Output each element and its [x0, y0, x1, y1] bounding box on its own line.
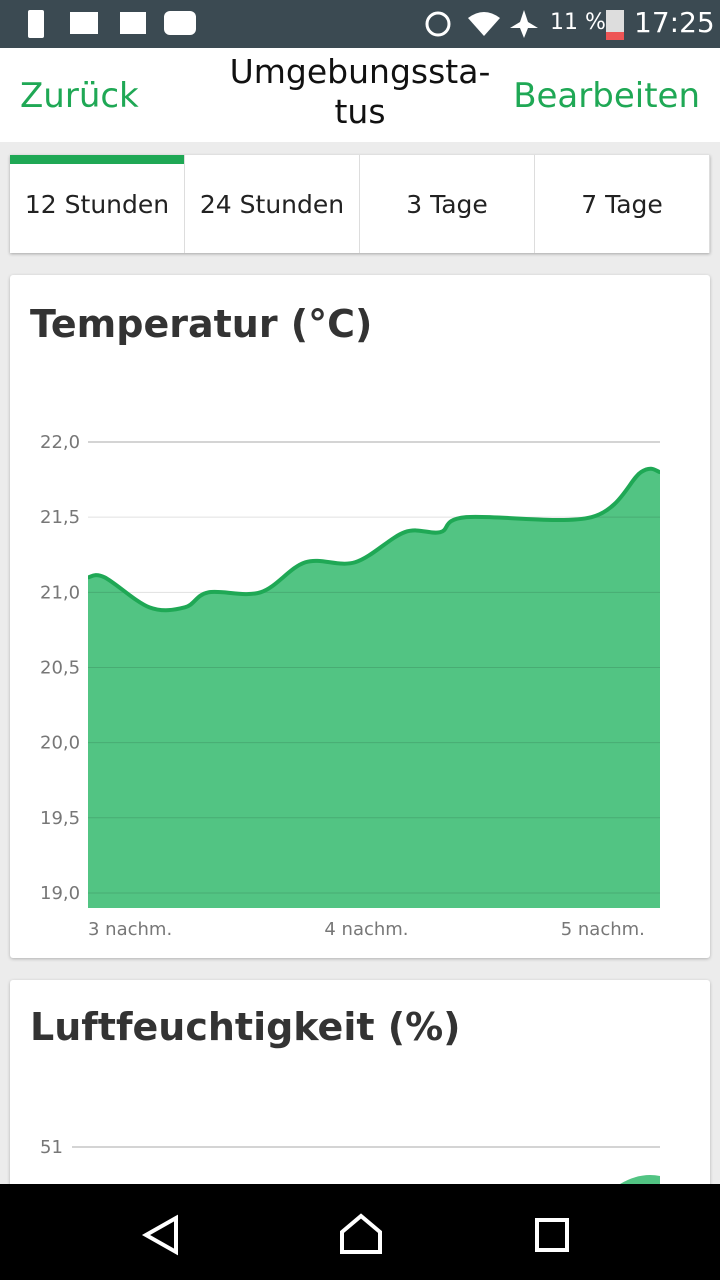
status-bar: 11 % 17:25: [0, 0, 720, 48]
recents-key[interactable]: [535, 1218, 569, 1252]
tab-bar: 12 Stunden 24 Stunden 3 Tage 7 Tage: [10, 155, 710, 253]
tab[interactable]: 24 Stunden: [185, 155, 360, 253]
home-key[interactable]: [340, 1213, 382, 1254]
line: [87, 466, 661, 613]
title-line: tus: [334, 92, 386, 131]
tab[interactable]: 3 Tage: [360, 155, 535, 253]
y-tick-label: 19,0: [40, 883, 80, 904]
page-title: Umgebungssta- tus: [200, 52, 520, 132]
x-tick-label: 3 nachm.: [88, 919, 172, 940]
tab[interactable]: 12 Stunden: [10, 155, 185, 253]
area: [88, 468, 660, 908]
chart-card: Temperatur (°C) 19,0 19,5 20,0 20,5 21,0 21,5 2…: [10, 275, 710, 958]
tab[interactable]: 7 Tage: [535, 155, 710, 253]
clock: 17:25: [634, 6, 715, 39]
back-key[interactable]: [141, 1214, 178, 1256]
back-button[interactable]: Zurück: [20, 76, 139, 116]
y-tick-label: 19,5: [40, 808, 80, 829]
area-fragment: [620, 1175, 660, 1184]
tab-indicator: [10, 155, 184, 164]
system-nav: [0, 1184, 720, 1280]
chart-title: Temperatur (°C): [30, 302, 372, 346]
y-tick-label: 22,0: [40, 432, 80, 453]
y-tick-label: 20,0: [40, 733, 80, 754]
system-nav-icons: [141, 1213, 569, 1256]
chart: Luftfeuchtigkeit (%) 51: [30, 1005, 660, 1184]
battery-level: 11 %: [550, 10, 606, 35]
edit-button[interactable]: Bearbeiten: [513, 76, 700, 116]
y-tick-label: 21,5: [40, 507, 80, 528]
x-tick-label: 4 nachm.: [324, 919, 408, 940]
y-tick-label: 21,0: [40, 582, 80, 603]
title-line: Umgebungssta-: [229, 52, 491, 91]
y-tick-label: 20,5: [40, 657, 80, 678]
y-tick-label: 51: [40, 1137, 63, 1158]
status-icons: [28, 10, 624, 40]
chart: Temperatur (°C) 19,0 19,5 20,0 20,5 21,0 21,5 2…: [30, 302, 661, 940]
x-tick-label: 5 nachm.: [561, 919, 645, 940]
nav-bar: Zurück Umgebungssta- tus Bearbeiten: [0, 48, 720, 142]
chart-title: Luftfeuchtigkeit (%): [30, 1005, 461, 1049]
